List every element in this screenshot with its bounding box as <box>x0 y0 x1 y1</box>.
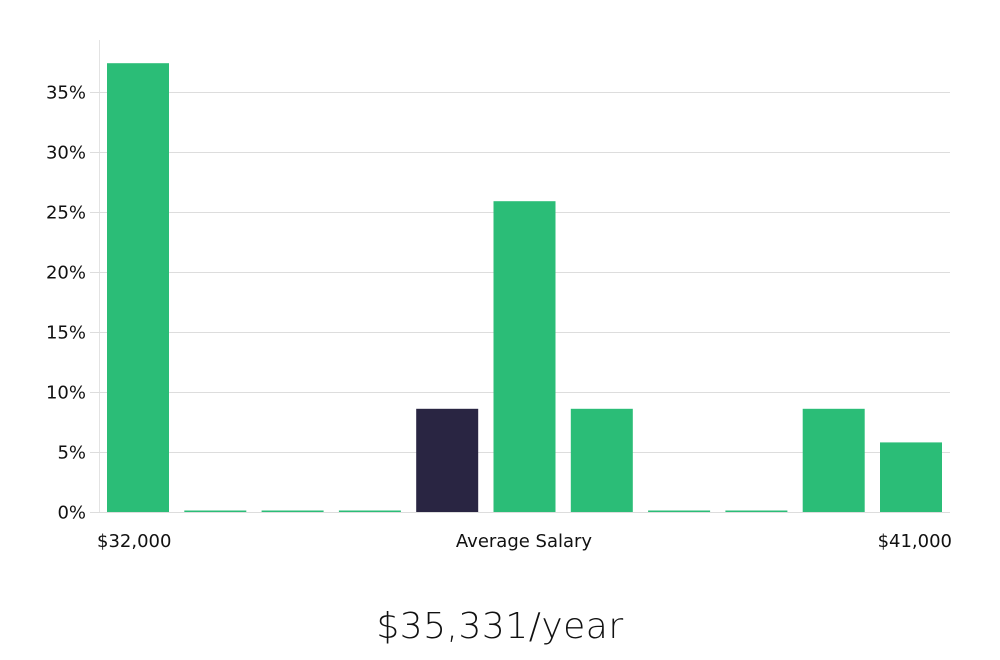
bar <box>261 510 324 512</box>
salary-histogram: 0% 5% 10% 15% 20% 25% 30% 35% $32,000 Average S… <box>46 40 952 552</box>
bar <box>184 510 247 512</box>
bar <box>802 408 865 512</box>
bar <box>338 510 401 512</box>
bar-highlighted <box>416 408 479 512</box>
y-tick-label: 0% <box>57 503 86 524</box>
y-tick-label: 5% <box>57 443 86 464</box>
y-tick-label: 20% <box>46 263 86 284</box>
y-axis-ticks: 0% 5% 10% 15% 20% 25% 30% 35% <box>46 83 86 524</box>
bar <box>570 408 633 512</box>
y-tick-label: 35% <box>46 83 86 104</box>
y-tick-label: 30% <box>46 143 86 164</box>
y-tick-label: 10% <box>46 383 86 404</box>
bar <box>648 510 711 512</box>
x-axis-title: Average Salary <box>456 531 593 552</box>
bar <box>493 201 556 512</box>
y-tick-label: 15% <box>46 323 86 344</box>
bars <box>107 63 942 512</box>
average-salary-value: $35,331/year <box>376 606 624 647</box>
bar <box>880 442 942 512</box>
x-min-label: $32,000 <box>97 531 171 552</box>
bar <box>107 63 169 512</box>
bar <box>725 510 788 512</box>
x-max-label: $41,000 <box>878 531 952 552</box>
y-tick-label: 25% <box>46 203 86 224</box>
